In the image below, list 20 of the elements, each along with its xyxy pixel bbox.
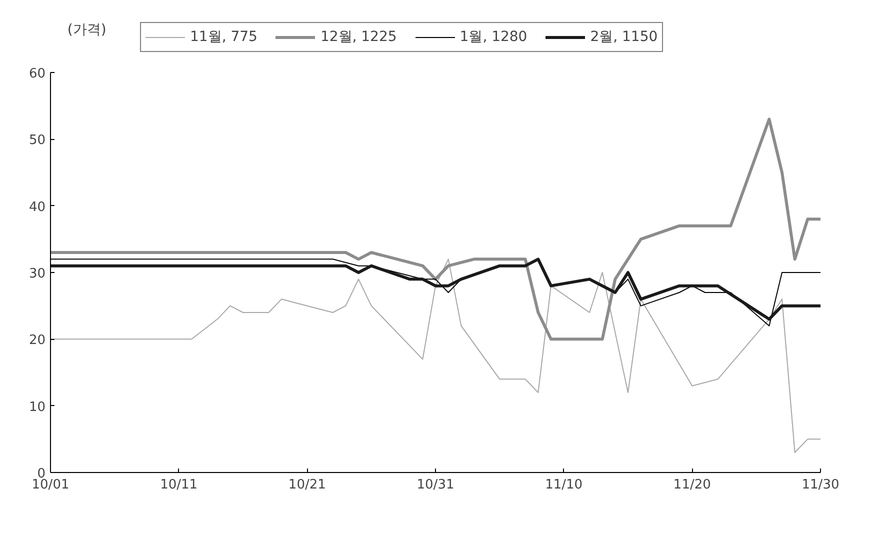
x-tick-label: 10/31 <box>416 478 454 492</box>
legend-label: 2월, 1150 <box>590 28 658 46</box>
x-tick-label: 11/20 <box>673 478 711 492</box>
y-axis-title: (가격) <box>67 22 106 38</box>
x-tick-label: 10/11 <box>160 478 198 492</box>
legend-label: 1월, 1280 <box>460 28 528 46</box>
y-tick-label: 50 <box>28 133 46 148</box>
line-series <box>50 118 820 341</box>
y-tick-label: 40 <box>28 200 46 215</box>
y-tick-label: 20 <box>28 333 46 348</box>
legend-label: 11월, 775 <box>190 28 258 46</box>
x-tick-label: 11/30 <box>802 478 840 492</box>
x-tick-label: 11/10 <box>545 478 583 492</box>
y-tick-label: 30 <box>28 266 46 282</box>
legend-label: 12월, 1225 <box>320 28 397 46</box>
x-tick-label: 10/21 <box>288 478 326 492</box>
line-series <box>50 258 820 453</box>
y-tick-label: 60 <box>28 66 46 82</box>
x-tick-label: 10/01 <box>32 478 70 492</box>
y-tick-label: 10 <box>28 400 46 415</box>
